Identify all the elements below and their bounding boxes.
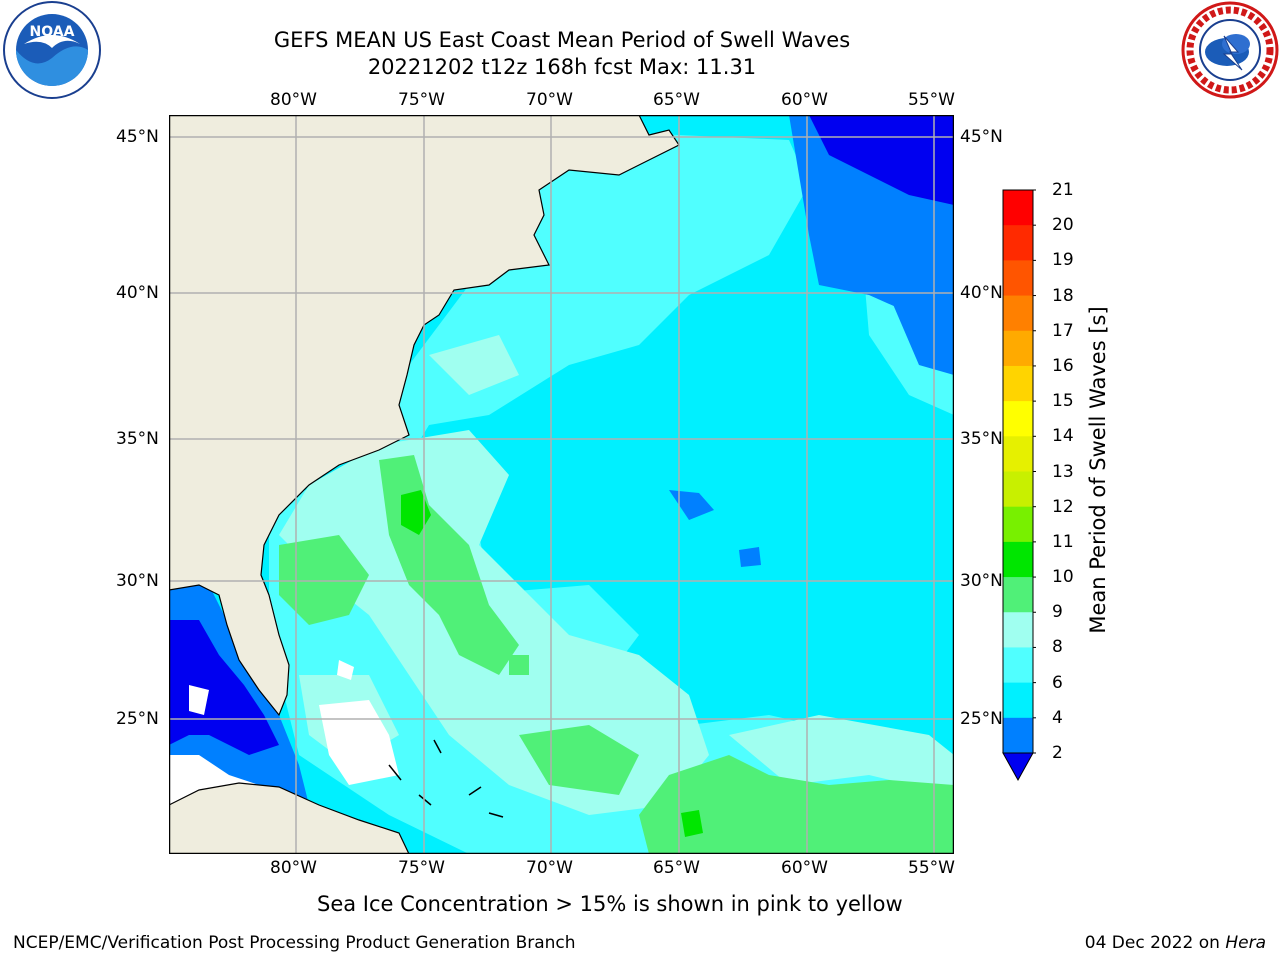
lat-tick-right-25n: 25°N [960, 709, 1003, 729]
lon-tick-bottom-70w: 70°W [526, 858, 573, 878]
lat-tick-right-45n: 45°N [960, 127, 1003, 147]
colorbar [1002, 189, 1036, 782]
date-text: 04 Dec 2022 on [1084, 933, 1226, 953]
colorbar-bin-8-9 [1003, 612, 1033, 648]
colorbar-tick-label: 14 [1052, 426, 1074, 447]
colorbar-tick-label: 10 [1052, 567, 1074, 588]
noaa-logo: NOAA [3, 1, 101, 99]
lon-tick-top-65w: 65°W [653, 90, 700, 110]
date-host: Hera [1225, 933, 1266, 953]
lon-tick-top-55w: 55°W [908, 90, 955, 110]
gridlines [169, 115, 954, 854]
colorbar-tick-label: 4 [1052, 707, 1063, 728]
map-border [169, 115, 954, 854]
colorbar-bin-2-4 [1003, 717, 1033, 754]
date-stamp: 04 Dec 2022 on Hera [1085, 933, 1266, 953]
colorbar-bin-11-12 [1003, 506, 1033, 543]
swell-period-map [169, 115, 954, 854]
land-cuba [169, 782, 410, 854]
colorbar-tick-label: 9 [1052, 602, 1063, 623]
lon-tick-bottom-60w: 60°W [781, 858, 828, 878]
lon-tick-top-75w: 75°W [398, 90, 445, 110]
lat-tick-left-25n: 25°N [116, 709, 159, 729]
colorbar-tick-label: 2 [1052, 743, 1063, 763]
lat-tick-left-40n: 40°N [116, 283, 159, 303]
lat-tick-left-30n: 30°N [116, 571, 159, 591]
lon-tick-top-80w: 80°W [270, 90, 317, 110]
colorbar-bin-13-14 [1003, 436, 1033, 472]
lon-tick-bottom-80w: 80°W [270, 858, 317, 878]
bahamas-islands [388, 739, 504, 818]
colorbar-tick-label: 16 [1052, 355, 1074, 376]
colorbar-tick-label: 8 [1052, 637, 1063, 658]
lon-tick-bottom-75w: 75°W [398, 858, 445, 878]
colorbar-bin-15-16 [1003, 365, 1033, 402]
colorbar-bin-20-21 [1003, 190, 1033, 226]
colorbar-tick-label: 12 [1052, 496, 1074, 517]
map-panel [169, 115, 954, 854]
colorbar-tick-label: 17 [1052, 320, 1074, 341]
colorbar-tick-label: 19 [1052, 250, 1074, 271]
lon-tick-top-70w: 70°W [526, 90, 573, 110]
colorbar-bin-17-18 [1003, 295, 1033, 332]
colorbar-label: Mean Period of Swell Waves [s] [1086, 306, 1110, 634]
lon-tick-bottom-65w: 65°W [653, 858, 700, 878]
lat-tick-left-35n: 35°N [116, 429, 159, 449]
colorbar-bin-19-20 [1003, 225, 1033, 261]
title-line-1: GEFS MEAN US East Coast Mean Period of S… [273, 28, 851, 52]
sea-ice-footnote: Sea Ice Concentration > 15% is shown in … [317, 892, 903, 916]
lat-tick-right-35n: 35°N [960, 429, 1003, 449]
colorbar-tick-label: 18 [1052, 285, 1074, 306]
colorbar-bin-4-6 [1003, 682, 1033, 719]
lat-tick-right-30n: 30°N [960, 571, 1003, 591]
lon-tick-top-60w: 60°W [781, 90, 828, 110]
colorbar-bin-10-11 [1003, 541, 1033, 578]
colorbar-bin-18-19 [1003, 260, 1033, 297]
colorbar-extend-triangle [1002, 752, 1034, 782]
nws-logo [1181, 1, 1279, 99]
lat-tick-left-45n: 45°N [116, 127, 159, 147]
colorbar-tick-label: 20 [1052, 215, 1074, 236]
svg-text:NOAA: NOAA [30, 24, 75, 40]
colorbar-bin-14-15 [1003, 401, 1033, 437]
colorbar-tick-label: 6 [1052, 672, 1063, 693]
title-line-2: 20221202 t12z 168h fcst Max: 11.31 [367, 55, 757, 79]
colorbar-bin-16-17 [1003, 330, 1033, 367]
colorbar-bin-12-13 [1003, 471, 1033, 508]
colorbar-tick-label: 21 [1052, 180, 1074, 200]
credit-line: NCEP/EMC/Verification Post Processing Pr… [13, 933, 576, 953]
colorbar-tick-label: 13 [1052, 461, 1074, 482]
colorbar-bin-6-8 [1003, 647, 1033, 684]
colorbar-tick-label: 15 [1052, 391, 1074, 412]
lat-tick-right-40n: 40°N [960, 283, 1003, 303]
colorbar-bin-9-10 [1003, 577, 1033, 613]
lon-tick-bottom-55w: 55°W [908, 858, 955, 878]
colorbar-tick-label: 11 [1052, 531, 1074, 552]
